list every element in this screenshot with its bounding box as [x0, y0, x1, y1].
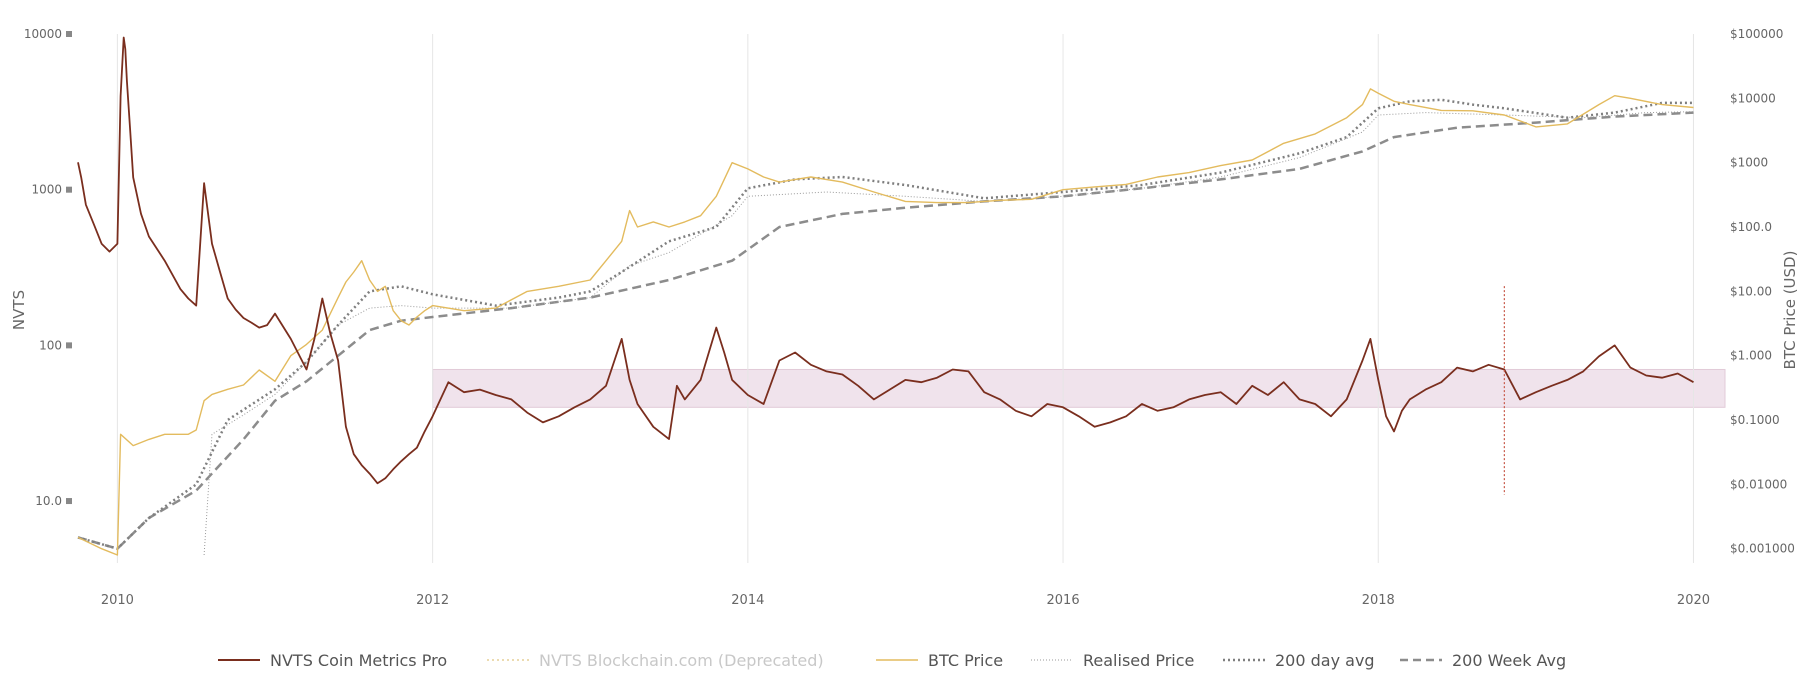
grid-layer: [116, 34, 1694, 563]
y-right-tick-label: $1.000: [1730, 349, 1772, 363]
y-right-tick-label: $10.00: [1730, 284, 1772, 298]
x-tick-label: 2020: [1677, 593, 1710, 608]
nvts-band-layer: [432, 368, 1726, 408]
x-tick-label: 2012: [416, 593, 449, 608]
legend-label: BTC Price: [928, 650, 1004, 670]
legend-item-nvts-coin-metrics[interactable]: NVTS Coin Metrics Pro: [218, 646, 447, 674]
y-right-tick-label: $0.1000: [1730, 413, 1780, 427]
legend-swatch-thin-dotted: [1031, 654, 1073, 666]
y-right-tick-label: $0.001000: [1730, 542, 1795, 556]
legend-swatch-dotted: [1223, 654, 1265, 666]
y-right-tick-label: $1000: [1730, 156, 1768, 170]
y-left-tick-label: 10.0: [35, 494, 62, 508]
btc-price-line: [77, 88, 1694, 556]
legend-item-btc-price[interactable]: BTC Price: [876, 646, 1003, 674]
y-right-tick-label: $100.0: [1730, 220, 1772, 234]
realised-price-line: [203, 111, 1694, 556]
200-week-avg-line: [77, 111, 1694, 550]
y-right-tick-label: $10000: [1730, 91, 1776, 105]
legend-label: NVTS Blockchain.com (Deprecated): [539, 650, 824, 670]
y-right-tick-label: $0.01000: [1730, 477, 1787, 491]
y-left-tick-mark: [66, 342, 72, 349]
x-tick-label: 2010: [101, 593, 134, 608]
x-axis-ticks: 2010 2012 2014 2016 2018 2020: [101, 593, 1710, 608]
legend-item-realised-price[interactable]: Realised Price: [1031, 646, 1194, 674]
legend-label: 200 day avg: [1275, 650, 1375, 670]
legend-item-200-week-avg[interactable]: 200 Week Avg: [1400, 646, 1566, 674]
x-tick-label: 2018: [1362, 593, 1395, 608]
y-axis-left-ticks: 10.0 100 1000 10000: [24, 27, 72, 508]
y-left-tick-label: 1000: [31, 183, 62, 197]
legend-item-nvts-blockchain[interactable]: NVTS Blockchain.com (Deprecated): [487, 646, 824, 674]
legend: NVTS Coin Metrics Pro NVTS Blockchain.co…: [0, 646, 1813, 676]
legend-swatch-dashed: [1400, 654, 1442, 666]
y-axis-left-title: NVTS: [10, 290, 28, 330]
nvts-normal-range-band: [432, 368, 1726, 408]
nvts-coin-metrics-line: [77, 36, 1694, 485]
y-right-tick-label: $100000: [1730, 27, 1783, 41]
legend-swatch-solid: [876, 654, 918, 666]
legend-label: NVTS Coin Metrics Pro: [270, 650, 448, 670]
y-left-tick-label: 10000: [24, 27, 62, 41]
y-left-tick-mark: [66, 186, 72, 193]
y-axis-right-title: BTC Price (USD): [1781, 251, 1799, 370]
y-left-tick-label: 100: [39, 338, 62, 352]
legend-label: 200 Week Avg: [1452, 650, 1567, 670]
legend-swatch-dotted: [487, 654, 529, 666]
legend-swatch-solid: [218, 654, 260, 666]
legend-label: Realised Price: [1083, 650, 1195, 670]
y-left-tick-mark: [66, 498, 72, 505]
series-layer: [77, 36, 1694, 556]
x-tick-label: 2016: [1047, 593, 1080, 608]
nvts-chart: 2010 2012 2014 2016 2018 2020 10.0 100 1000 1000…: [10, 27, 1799, 608]
legend-item-200-day-avg[interactable]: 200 day avg: [1223, 646, 1375, 674]
200-day-avg-line: [77, 98, 1694, 550]
y-left-tick-mark: [66, 31, 72, 37]
x-tick-label: 2014: [731, 593, 764, 608]
y-axis-right-ticks: $0.001000 $0.01000 $0.1000 $1.000 $10.00 $100…: [1730, 27, 1795, 556]
